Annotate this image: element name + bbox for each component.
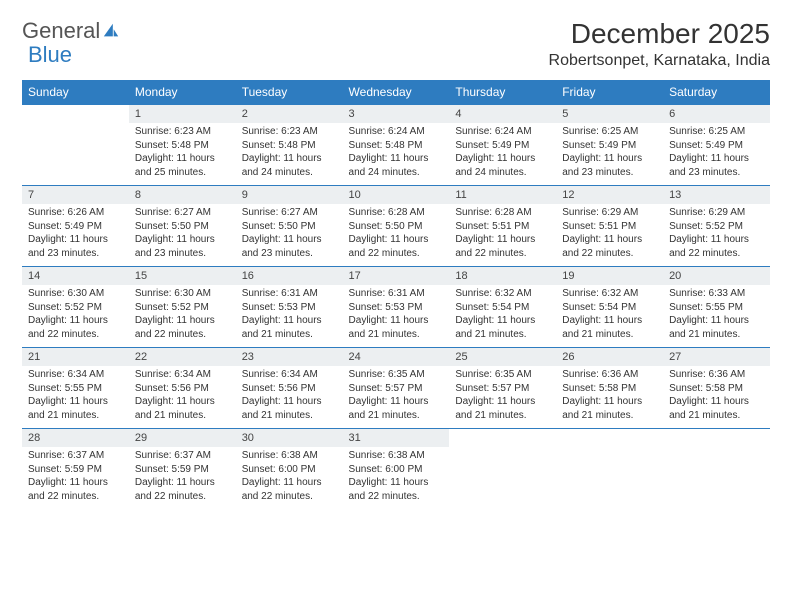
- date-cell: 1: [129, 105, 236, 124]
- info-cell: Sunrise: 6:31 AM Sunset: 5:53 PM Dayligh…: [343, 285, 450, 348]
- logo-word2: Blue: [28, 42, 72, 68]
- date-cell: 31: [343, 429, 450, 448]
- date-cell: 16: [236, 267, 343, 286]
- calendar-table: Sunday Monday Tuesday Wednesday Thursday…: [22, 80, 770, 509]
- date-cell: 4: [449, 105, 556, 124]
- day-header: Wednesday: [343, 80, 450, 105]
- day-header: Monday: [129, 80, 236, 105]
- date-cell: 25: [449, 348, 556, 367]
- info-cell: Sunrise: 6:34 AM Sunset: 5:56 PM Dayligh…: [236, 366, 343, 429]
- date-cell: 14: [22, 267, 129, 286]
- info-cell: Sunrise: 6:37 AM Sunset: 5:59 PM Dayligh…: [129, 447, 236, 509]
- info-cell: [556, 447, 663, 509]
- date-cell: [556, 429, 663, 448]
- date-cell: 12: [556, 186, 663, 205]
- info-cell: Sunrise: 6:25 AM Sunset: 5:49 PM Dayligh…: [556, 123, 663, 186]
- info-cell: Sunrise: 6:30 AM Sunset: 5:52 PM Dayligh…: [129, 285, 236, 348]
- info-cell: Sunrise: 6:36 AM Sunset: 5:58 PM Dayligh…: [556, 366, 663, 429]
- date-cell: 10: [343, 186, 450, 205]
- date-cell: 30: [236, 429, 343, 448]
- date-cell: 23: [236, 348, 343, 367]
- date-cell: 21: [22, 348, 129, 367]
- date-cell: [22, 105, 129, 124]
- info-cell: Sunrise: 6:30 AM Sunset: 5:52 PM Dayligh…: [22, 285, 129, 348]
- date-cell: 9: [236, 186, 343, 205]
- day-header: Sunday: [22, 80, 129, 105]
- info-cell: Sunrise: 6:35 AM Sunset: 5:57 PM Dayligh…: [449, 366, 556, 429]
- date-cell: 22: [129, 348, 236, 367]
- date-cell: 11: [449, 186, 556, 205]
- info-cell: Sunrise: 6:23 AM Sunset: 5:48 PM Dayligh…: [129, 123, 236, 186]
- info-cell: Sunrise: 6:34 AM Sunset: 5:55 PM Dayligh…: [22, 366, 129, 429]
- info-cell: [663, 447, 770, 509]
- logo-word1: General: [22, 18, 100, 44]
- date-cell: [663, 429, 770, 448]
- info-cell: Sunrise: 6:37 AM Sunset: 5:59 PM Dayligh…: [22, 447, 129, 509]
- info-row: Sunrise: 6:37 AM Sunset: 5:59 PM Dayligh…: [22, 447, 770, 509]
- info-cell: Sunrise: 6:33 AM Sunset: 5:55 PM Dayligh…: [663, 285, 770, 348]
- day-header: Tuesday: [236, 80, 343, 105]
- header: General December 2025 Robertsonpet, Karn…: [22, 18, 770, 70]
- date-cell: 7: [22, 186, 129, 205]
- day-header: Thursday: [449, 80, 556, 105]
- info-cell: Sunrise: 6:28 AM Sunset: 5:50 PM Dayligh…: [343, 204, 450, 267]
- info-cell: Sunrise: 6:38 AM Sunset: 6:00 PM Dayligh…: [236, 447, 343, 509]
- info-cell: Sunrise: 6:28 AM Sunset: 5:51 PM Dayligh…: [449, 204, 556, 267]
- date-cell: 24: [343, 348, 450, 367]
- info-cell: Sunrise: 6:24 AM Sunset: 5:48 PM Dayligh…: [343, 123, 450, 186]
- info-cell: Sunrise: 6:26 AM Sunset: 5:49 PM Dayligh…: [22, 204, 129, 267]
- date-cell: [449, 429, 556, 448]
- date-row: 28293031: [22, 429, 770, 448]
- info-cell: Sunrise: 6:32 AM Sunset: 5:54 PM Dayligh…: [556, 285, 663, 348]
- info-cell: Sunrise: 6:25 AM Sunset: 5:49 PM Dayligh…: [663, 123, 770, 186]
- date-row: 123456: [22, 105, 770, 124]
- date-cell: 2: [236, 105, 343, 124]
- info-row: Sunrise: 6:34 AM Sunset: 5:55 PM Dayligh…: [22, 366, 770, 429]
- info-row: Sunrise: 6:30 AM Sunset: 5:52 PM Dayligh…: [22, 285, 770, 348]
- date-cell: 5: [556, 105, 663, 124]
- sail-icon: [102, 22, 120, 40]
- date-row: 14151617181920: [22, 267, 770, 286]
- info-cell: Sunrise: 6:27 AM Sunset: 5:50 PM Dayligh…: [129, 204, 236, 267]
- info-cell: Sunrise: 6:35 AM Sunset: 5:57 PM Dayligh…: [343, 366, 450, 429]
- date-cell: 6: [663, 105, 770, 124]
- date-row: 78910111213: [22, 186, 770, 205]
- info-cell: [449, 447, 556, 509]
- date-cell: 3: [343, 105, 450, 124]
- info-cell: Sunrise: 6:34 AM Sunset: 5:56 PM Dayligh…: [129, 366, 236, 429]
- info-cell: Sunrise: 6:31 AM Sunset: 5:53 PM Dayligh…: [236, 285, 343, 348]
- info-row: Sunrise: 6:26 AM Sunset: 5:49 PM Dayligh…: [22, 204, 770, 267]
- date-cell: 20: [663, 267, 770, 286]
- location: Robertsonpet, Karnataka, India: [549, 52, 770, 70]
- title-block: December 2025 Robertsonpet, Karnataka, I…: [549, 18, 770, 70]
- info-row: Sunrise: 6:23 AM Sunset: 5:48 PM Dayligh…: [22, 123, 770, 186]
- date-cell: 13: [663, 186, 770, 205]
- info-cell: Sunrise: 6:29 AM Sunset: 5:52 PM Dayligh…: [663, 204, 770, 267]
- date-row: 21222324252627: [22, 348, 770, 367]
- info-cell: Sunrise: 6:27 AM Sunset: 5:50 PM Dayligh…: [236, 204, 343, 267]
- info-cell: Sunrise: 6:23 AM Sunset: 5:48 PM Dayligh…: [236, 123, 343, 186]
- logo: General: [22, 18, 122, 44]
- info-cell: Sunrise: 6:29 AM Sunset: 5:51 PM Dayligh…: [556, 204, 663, 267]
- date-cell: 15: [129, 267, 236, 286]
- day-header: Friday: [556, 80, 663, 105]
- date-cell: 8: [129, 186, 236, 205]
- info-cell: Sunrise: 6:32 AM Sunset: 5:54 PM Dayligh…: [449, 285, 556, 348]
- info-cell: [22, 123, 129, 186]
- info-cell: Sunrise: 6:36 AM Sunset: 5:58 PM Dayligh…: [663, 366, 770, 429]
- month-title: December 2025: [549, 18, 770, 50]
- date-cell: 19: [556, 267, 663, 286]
- date-cell: 17: [343, 267, 450, 286]
- day-header: Saturday: [663, 80, 770, 105]
- info-cell: Sunrise: 6:24 AM Sunset: 5:49 PM Dayligh…: [449, 123, 556, 186]
- date-cell: 28: [22, 429, 129, 448]
- date-cell: 29: [129, 429, 236, 448]
- date-cell: 26: [556, 348, 663, 367]
- date-cell: 27: [663, 348, 770, 367]
- day-header-row: Sunday Monday Tuesday Wednesday Thursday…: [22, 80, 770, 105]
- date-cell: 18: [449, 267, 556, 286]
- info-cell: Sunrise: 6:38 AM Sunset: 6:00 PM Dayligh…: [343, 447, 450, 509]
